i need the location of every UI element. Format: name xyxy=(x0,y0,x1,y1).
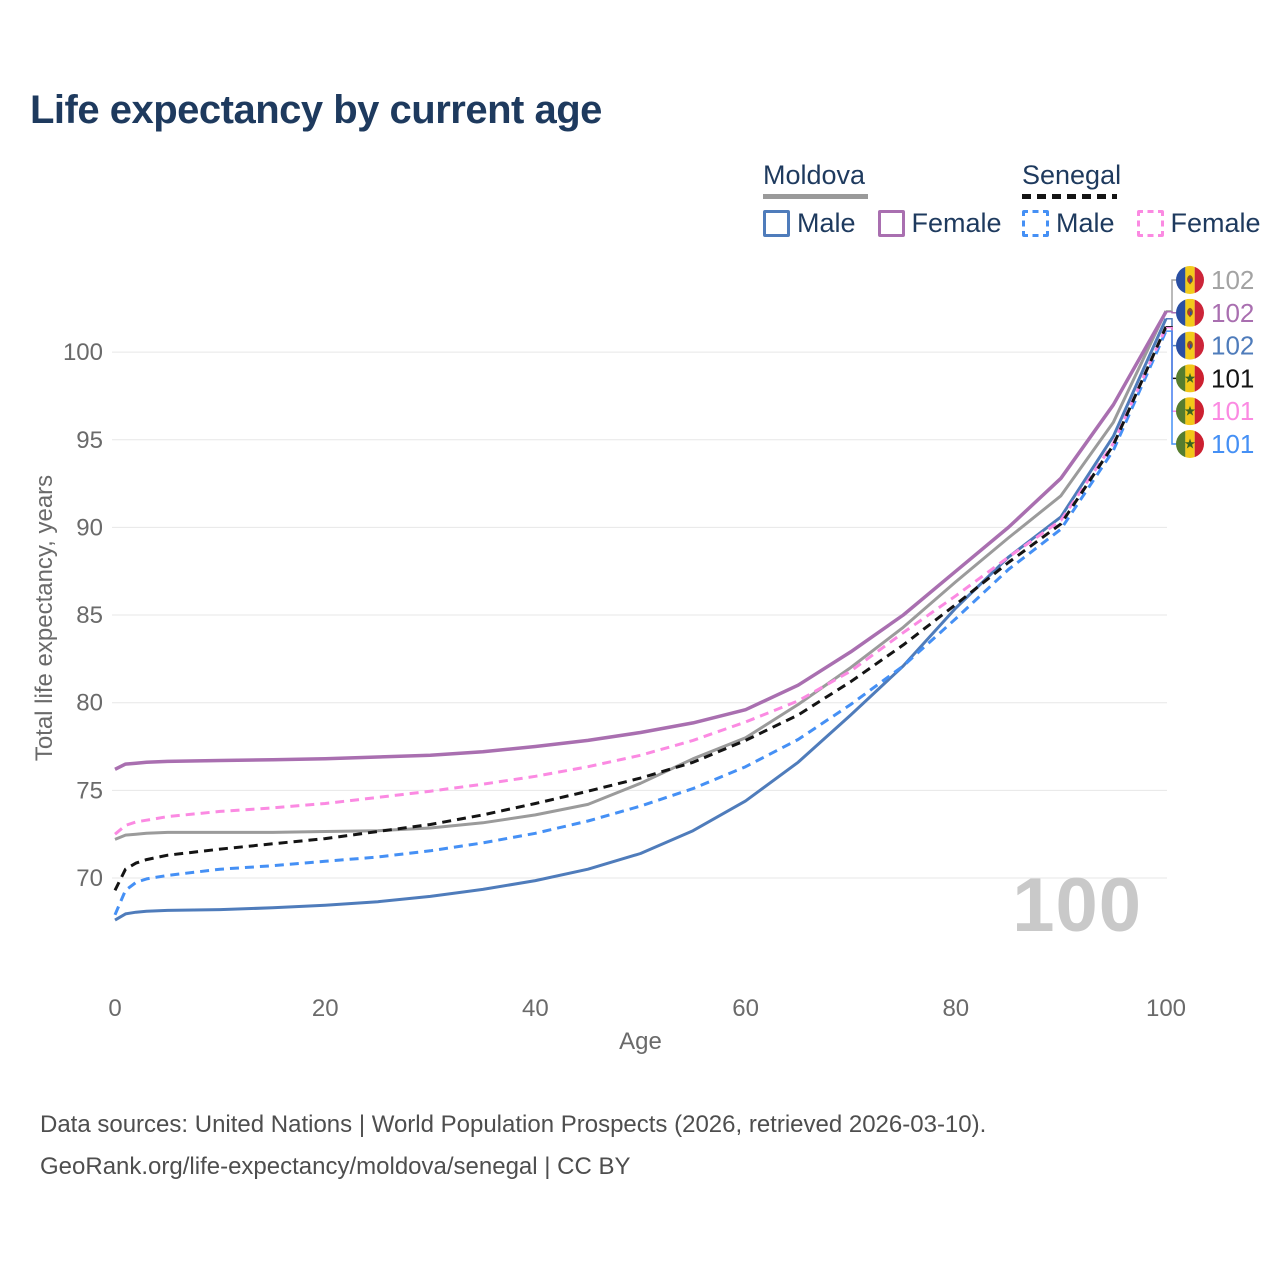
y-tick-label: 90 xyxy=(76,514,103,541)
legend-item-senegal-male[interactable]: Male xyxy=(1022,208,1115,239)
x-tick-label: 20 xyxy=(312,995,339,1022)
moldova-male-swatch xyxy=(763,210,790,237)
senegal-male-swatch xyxy=(1022,210,1049,237)
series-line-senegal-total[interactable] xyxy=(113,326,1168,891)
label-connector xyxy=(1166,318,1176,347)
label-connector xyxy=(1166,279,1176,312)
legend-item-label: Male xyxy=(1056,208,1115,238)
senegal-total-line-swatch xyxy=(1022,194,1117,199)
series-line-moldova-male[interactable] xyxy=(114,318,1168,922)
flag-icon-moldova xyxy=(1176,298,1204,327)
y-tick-label: 70 xyxy=(76,865,103,892)
end-value-label: 102 xyxy=(1211,331,1254,361)
series-line-senegal-male[interactable] xyxy=(113,330,1168,916)
legend-group-moldova-label: Moldova xyxy=(763,160,866,190)
legend-group-senegal: Senegal Male Female xyxy=(1022,160,1261,239)
label-connector xyxy=(1166,311,1176,314)
end-value-label: 101 xyxy=(1211,363,1254,393)
data-sources-note: Data sources: United Nations | World Pop… xyxy=(40,1111,987,1138)
flag-icon-senegal xyxy=(1176,430,1204,458)
series-line-moldova-total[interactable] xyxy=(114,310,1168,841)
series-line-senegal-female[interactable] xyxy=(114,326,1168,836)
y-tick-label: 75 xyxy=(76,777,103,804)
legend-item-label: Female xyxy=(911,208,1002,238)
page-title: Life expectancy by current age xyxy=(30,88,602,132)
flag-icon-moldova xyxy=(1176,331,1204,360)
legend-item-moldova-male[interactable]: Male xyxy=(763,208,856,239)
legend-item-moldova-female[interactable]: Female xyxy=(877,208,1002,239)
legend-item-label: Female xyxy=(1170,208,1261,238)
series-line-moldova-female[interactable] xyxy=(114,310,1168,771)
legend-group-senegal-label: Senegal xyxy=(1022,160,1122,190)
x-tick-label: 60 xyxy=(732,995,759,1022)
label-connector xyxy=(1166,330,1176,445)
moldova-total-line-swatch xyxy=(763,194,868,199)
legend-item-senegal-female[interactable]: Female xyxy=(1136,208,1261,239)
x-tick-label: 40 xyxy=(522,995,549,1022)
end-value-label: 101 xyxy=(1211,396,1254,426)
legend-item-label: Male xyxy=(797,208,856,238)
moldova-female-swatch xyxy=(877,210,905,237)
end-value-label: 102 xyxy=(1211,298,1254,328)
flag-icon-moldova xyxy=(1176,266,1204,294)
y-tick-label: 85 xyxy=(76,602,103,629)
footer: Data sources: United Nations | World Pop… xyxy=(40,1104,986,1188)
y-tick-label: 80 xyxy=(76,690,103,717)
flag-icon-senegal xyxy=(1176,364,1204,393)
label-connector xyxy=(1166,326,1176,412)
end-value-label: 102 xyxy=(1211,265,1254,295)
legend-group-moldova: Moldova Male Female xyxy=(763,160,1002,239)
y-tick-label: 100 xyxy=(63,339,103,366)
x-tick-label: 0 xyxy=(108,995,121,1022)
senegal-female-swatch xyxy=(1136,210,1164,237)
x-tick-label: 80 xyxy=(942,995,969,1022)
x-axis-title: Age xyxy=(619,1028,662,1055)
y-tick-label: 95 xyxy=(76,427,103,454)
label-connector xyxy=(1166,325,1176,380)
flag-icon-senegal xyxy=(1176,397,1204,426)
attribution-note: GeoRank.org/life-expectancy/moldova/sene… xyxy=(40,1153,631,1180)
end-value-label: 101 xyxy=(1211,429,1254,459)
x-tick-label: 100 xyxy=(1146,995,1186,1022)
age-hover-watermark: 100 xyxy=(1012,863,1142,948)
